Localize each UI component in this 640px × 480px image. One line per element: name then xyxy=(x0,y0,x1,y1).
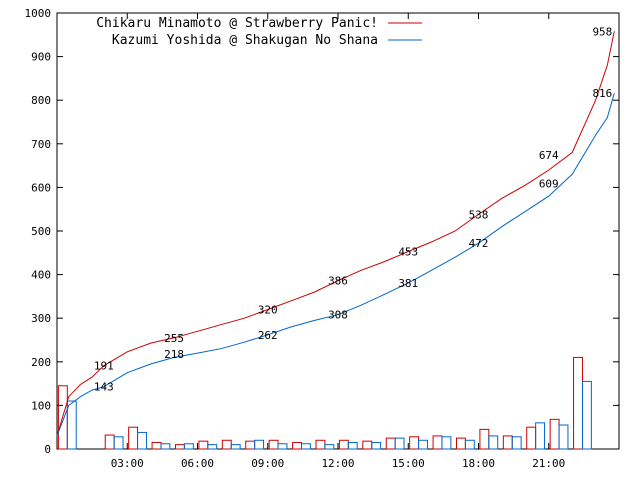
bar-chikaru xyxy=(292,441,302,450)
bar-kazumi xyxy=(347,441,358,450)
point-label: 262 xyxy=(258,329,278,342)
bar-chikaru xyxy=(549,418,560,450)
line-layer xyxy=(56,31,615,437)
bar-chikaru xyxy=(128,426,139,450)
bar-kazumi xyxy=(277,443,288,450)
bar-chikaru xyxy=(198,440,209,450)
bar-kazumi xyxy=(230,444,241,450)
bar-chikaru xyxy=(385,437,396,450)
x-tick-label: 09:00 xyxy=(251,457,284,470)
bar-chikaru xyxy=(502,435,513,450)
x-tick-label: 15:00 xyxy=(392,457,425,470)
y-axis: 0 100 200 300 400 500 600 700 800 900 1000 xyxy=(25,7,619,456)
bar-chikaru xyxy=(338,439,349,450)
bar-kazumi xyxy=(488,435,499,450)
x-tick-label: 03:00 xyxy=(111,457,144,470)
bar-kazumi xyxy=(137,431,147,450)
point-label: 538 xyxy=(469,208,489,221)
bar-kazumi xyxy=(113,436,124,450)
bar-kazumi xyxy=(511,436,522,450)
point-label: 191 xyxy=(94,360,114,373)
bar-chikaru xyxy=(315,439,326,450)
y-tick-label: 0 xyxy=(44,443,51,456)
bar-chikaru xyxy=(455,437,466,450)
bar-kazumi xyxy=(300,443,311,450)
bar-kazumi xyxy=(441,436,452,450)
bar-kazumi xyxy=(66,400,77,450)
bar-chikaru xyxy=(362,440,373,450)
bar-chikaru xyxy=(268,439,279,450)
point-label: 143 xyxy=(94,381,114,394)
legend: Chikaru Minamoto @ Strawberry Panic! Kazu… xyxy=(96,16,422,48)
x-tick-label: 21:00 xyxy=(532,457,565,470)
bar-chikaru xyxy=(151,441,162,450)
point-label: 320 xyxy=(258,303,278,316)
bar-kazumi xyxy=(558,424,569,450)
point-label: 958 xyxy=(592,25,612,38)
point-label: 816 xyxy=(592,87,612,100)
y-tick-label: 100 xyxy=(31,399,51,412)
bar-chikaru xyxy=(245,440,256,450)
x-tick-label: 12:00 xyxy=(321,457,354,470)
point-label: 218 xyxy=(164,348,184,361)
plot-frame xyxy=(56,12,620,450)
legend-label: Kazumi Yoshida @ Shakugan No Shana xyxy=(112,33,378,48)
bar-kazumi xyxy=(160,443,171,450)
bar-kazumi xyxy=(254,439,265,450)
bar-chikaru xyxy=(221,439,232,450)
bar-kazumi xyxy=(581,380,592,450)
series-line-chikaru xyxy=(56,31,615,437)
bar-kazumi xyxy=(207,444,218,450)
x-axis: 03:00 06:00 09:00 12:00 15:00 18:00 21:00 xyxy=(111,13,565,470)
bar-kazumi xyxy=(183,443,194,450)
point-label: 386 xyxy=(328,275,348,288)
bar-chikaru xyxy=(104,434,115,450)
bar-kazumi xyxy=(464,439,475,450)
bar-layer xyxy=(57,356,592,450)
point-label: 674 xyxy=(539,149,559,162)
y-tick-label: 900 xyxy=(31,51,51,64)
y-tick-label: 300 xyxy=(31,312,51,325)
legend-label: Chikaru Minamoto @ Strawberry Panic! xyxy=(96,16,378,31)
bar-chikaru xyxy=(526,426,537,450)
bar-kazumi xyxy=(324,444,335,450)
point-label: 453 xyxy=(398,245,418,258)
bar-kazumi xyxy=(371,441,382,450)
bar-kazumi xyxy=(535,422,546,450)
y-tick-label: 800 xyxy=(31,94,51,107)
point-label: 609 xyxy=(539,177,559,190)
y-tick-label: 700 xyxy=(31,138,51,151)
point-label: 255 xyxy=(164,332,184,345)
point-label: 381 xyxy=(398,277,418,290)
y-tick-label: 600 xyxy=(31,181,51,194)
bar-chikaru xyxy=(432,435,443,450)
point-label: 472 xyxy=(469,237,489,250)
x-tick-label: 06:00 xyxy=(181,457,214,470)
point-label-layer: 191 255 320 386 453 538 674 958 143 218 262 308 381 4… xyxy=(94,25,612,393)
bar-chikaru xyxy=(409,436,420,450)
bar-kazumi xyxy=(418,439,428,450)
bar-chikaru xyxy=(479,428,490,450)
bar-chikaru xyxy=(174,444,185,450)
y-tick-label: 500 xyxy=(31,225,51,238)
y-tick-label: 1000 xyxy=(25,7,52,20)
series-line-kazumi xyxy=(56,93,615,437)
point-label: 308 xyxy=(328,309,348,322)
y-tick-label: 200 xyxy=(31,356,51,369)
y-tick-label: 400 xyxy=(31,269,51,282)
bar-chikaru xyxy=(573,356,583,450)
x-tick-label: 18:00 xyxy=(462,457,495,470)
bar-kazumi xyxy=(394,437,405,450)
